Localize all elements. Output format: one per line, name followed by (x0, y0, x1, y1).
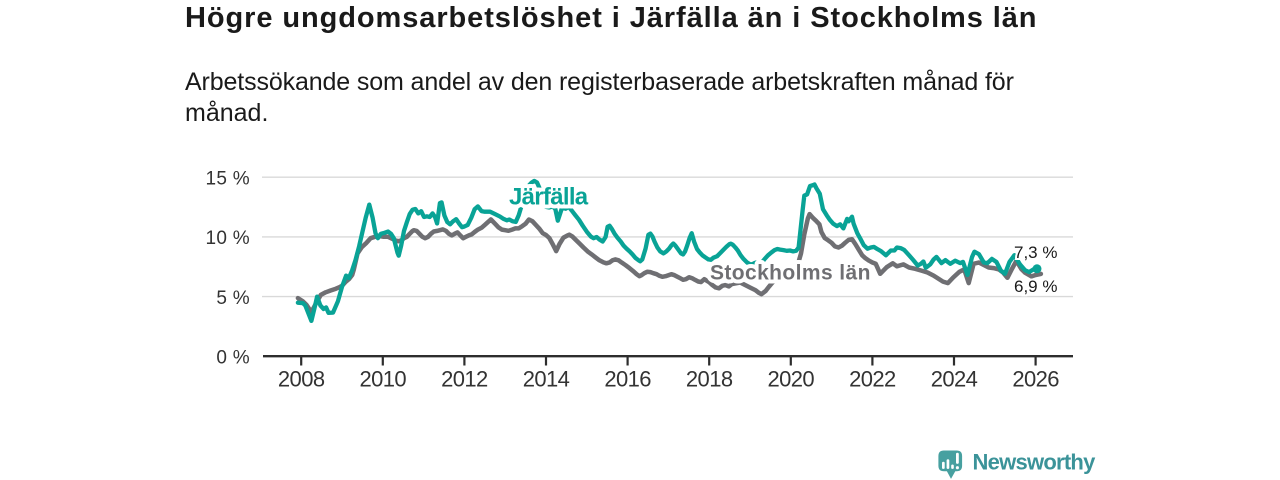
svg-text:2024: 2024 (931, 367, 978, 392)
svg-text:2018: 2018 (686, 367, 733, 392)
svg-text:Arbetssökande som andel av den: Arbetssökande som andel av den registerb… (185, 68, 1014, 96)
svg-text:15 %: 15 % (205, 168, 250, 189)
svg-text:6,9 %: 6,9 % (1014, 277, 1057, 296)
svg-text:Högre ungdomsarbetslöshet i Jä: Högre ungdomsarbetslöshet i Järfälla än … (185, 2, 1037, 34)
svg-text:Newsworthy: Newsworthy (973, 449, 1097, 474)
svg-text:10 %: 10 % (205, 228, 250, 249)
svg-text:5 %: 5 % (216, 288, 250, 309)
svg-text:7,3 %: 7,3 % (1014, 243, 1057, 262)
svg-text:2010: 2010 (360, 367, 407, 392)
svg-text:2026: 2026 (1012, 367, 1059, 392)
svg-text:2012: 2012 (441, 367, 488, 392)
svg-text:0 %: 0 % (216, 348, 250, 369)
svg-text:Järfälla: Järfälla (509, 184, 589, 211)
svg-text:månad.: månad. (185, 99, 268, 127)
svg-text:Stockholms län: Stockholms län (710, 262, 871, 285)
svg-text:2014: 2014 (523, 367, 570, 392)
svg-text:2008: 2008 (278, 367, 325, 392)
svg-text:2016: 2016 (604, 367, 651, 392)
svg-text:2020: 2020 (768, 367, 815, 392)
svg-text:2022: 2022 (849, 367, 896, 392)
